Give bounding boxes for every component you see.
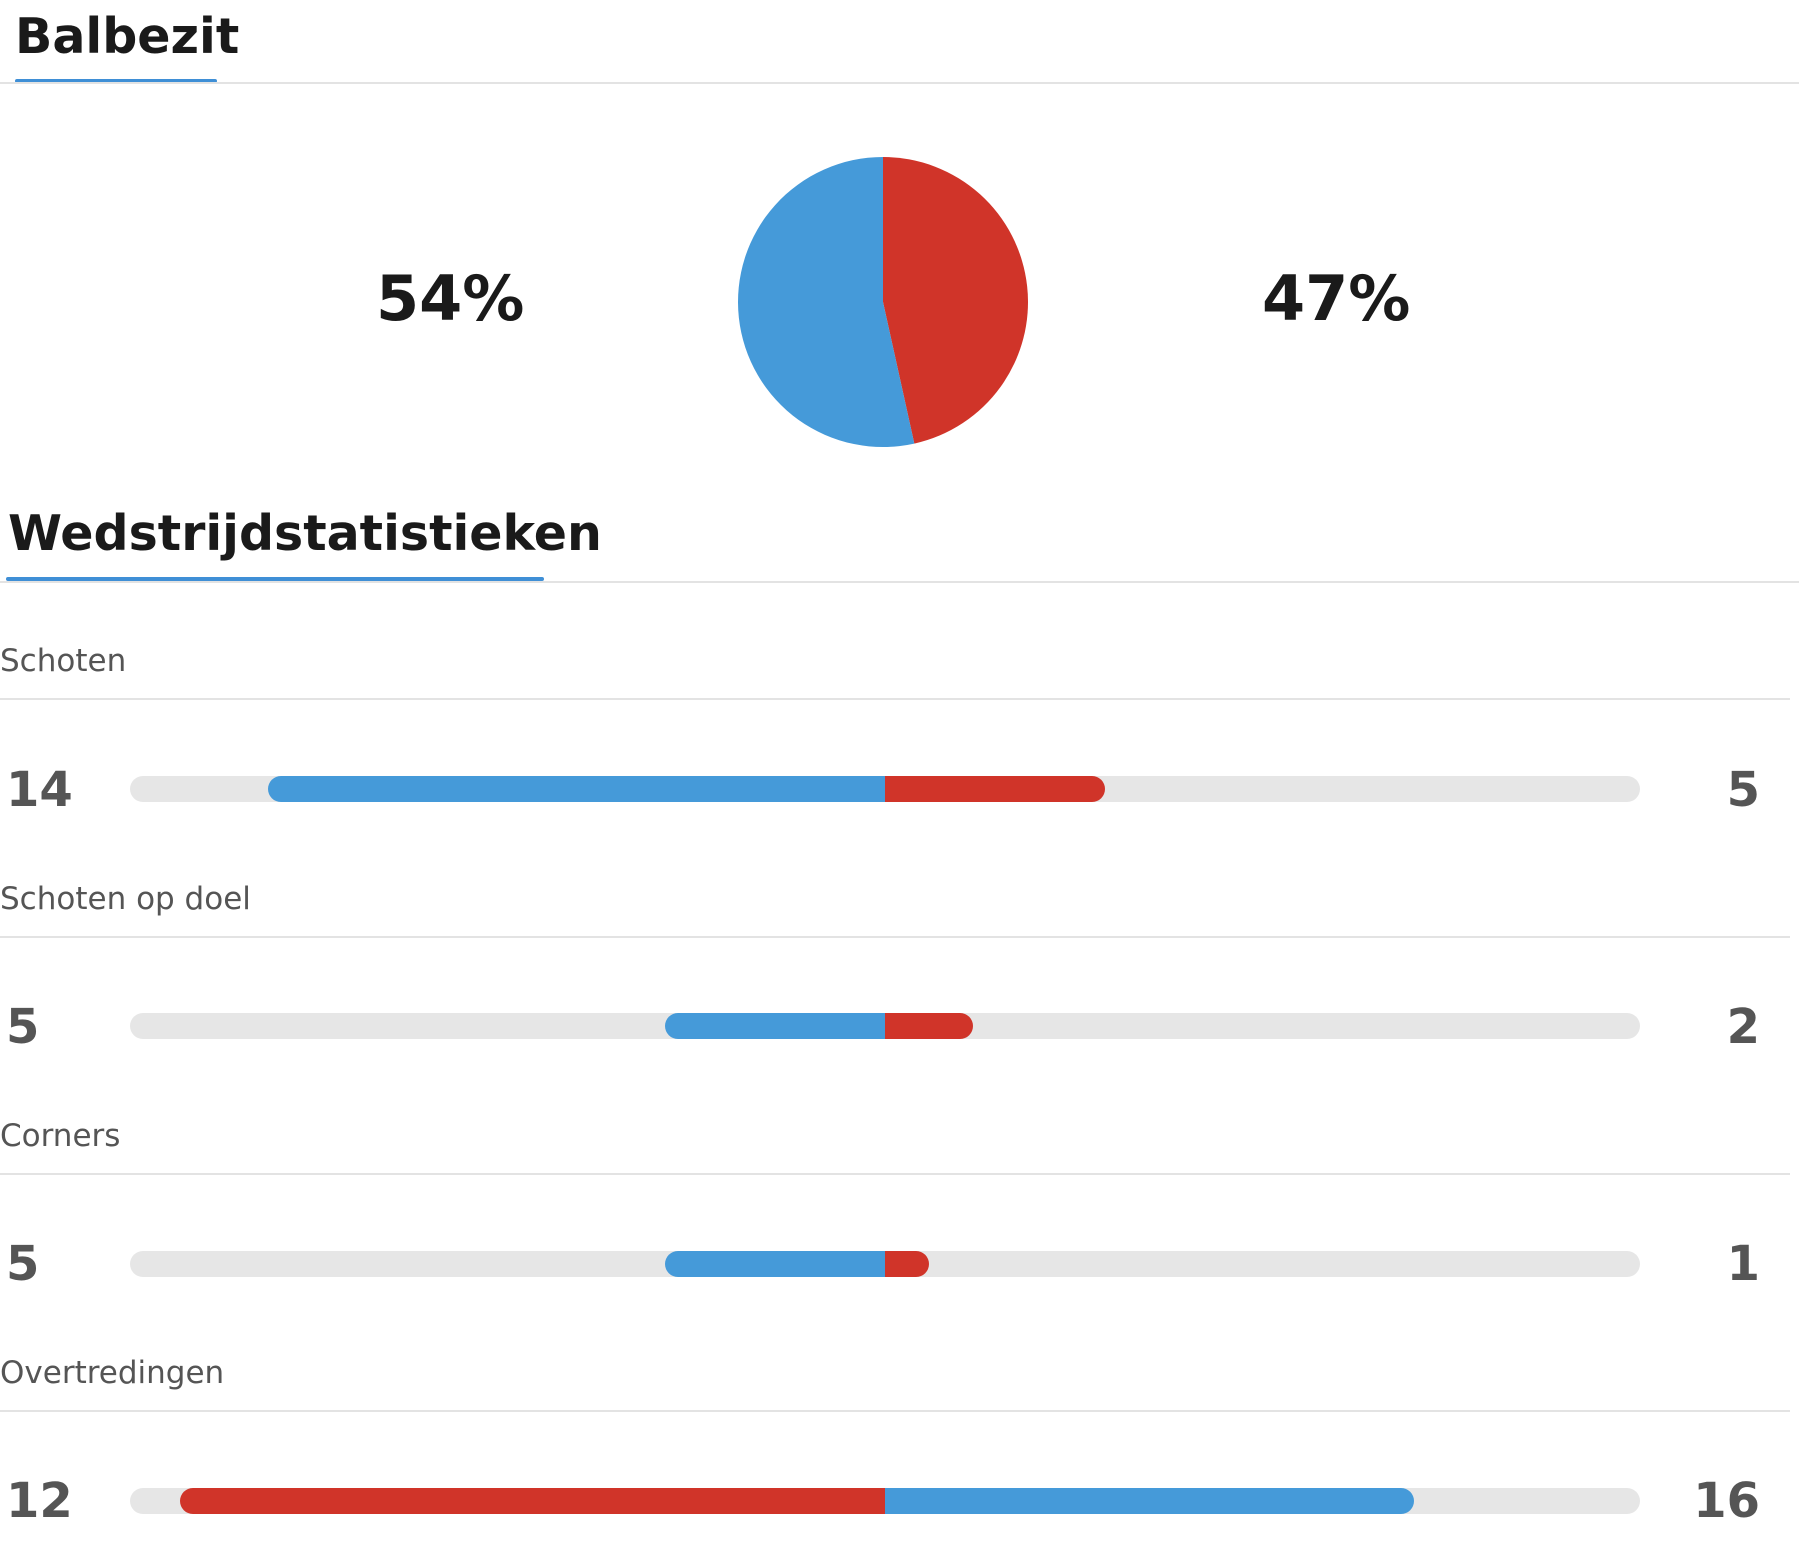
- stat-bar-away: [885, 776, 1106, 802]
- stat-bar-home: [664, 1013, 885, 1039]
- stat-divider: [0, 1173, 1790, 1175]
- stat-bar-track: [130, 1013, 1640, 1039]
- stats-divider: [0, 581, 1799, 583]
- home-possession-value: 54%: [376, 262, 525, 335]
- stat-label: Schoten op doel: [0, 881, 251, 917]
- stat-label: Overtredingen: [0, 1355, 225, 1391]
- stat-home-value: 12: [6, 1473, 73, 1529]
- stat-away-value: 5: [1726, 762, 1760, 818]
- stat-label: Corners: [0, 1118, 121, 1154]
- stat-bar-track: [130, 776, 1640, 802]
- stats-title: Wedstrijdstatistieken: [8, 505, 602, 562]
- stats-header: Wedstrijdstatistieken: [0, 495, 1799, 585]
- stat-home-value: 14: [6, 762, 73, 818]
- possession-tab-underline: [15, 79, 217, 83]
- stat-divider: [0, 698, 1790, 700]
- stat-away-value: 1: [1726, 1236, 1760, 1292]
- stats-tab-underline: [6, 577, 544, 581]
- stat-bar-home: [268, 776, 885, 802]
- stat-away-value: 16: [1693, 1473, 1760, 1529]
- away-possession-value: 47%: [1262, 262, 1411, 335]
- stat-divider: [0, 1410, 1790, 1412]
- stat-home-value: 5: [6, 999, 40, 1055]
- stat-divider: [0, 936, 1790, 938]
- stat-bar-track: [130, 1488, 1640, 1514]
- possession-title: Balbezit: [15, 8, 240, 65]
- stat-away-value: 2: [1726, 999, 1760, 1055]
- stat-bar-home: [885, 1488, 1414, 1514]
- home-possession-slice: [738, 157, 915, 447]
- stat-bar-track: [130, 1251, 1640, 1277]
- stat-bar-home: [664, 1251, 885, 1277]
- possession-pie-chart: [738, 157, 1028, 447]
- possession-header: Balbezit: [0, 0, 1799, 86]
- away-possession-slice: [883, 157, 1028, 444]
- stat-bar-away: [180, 1488, 885, 1514]
- stat-bar-away: [885, 1013, 974, 1039]
- stat-label: Schoten: [0, 643, 127, 679]
- stat-bar-away: [885, 1251, 930, 1277]
- possession-divider: [0, 82, 1799, 84]
- stat-home-value: 5: [6, 1236, 40, 1292]
